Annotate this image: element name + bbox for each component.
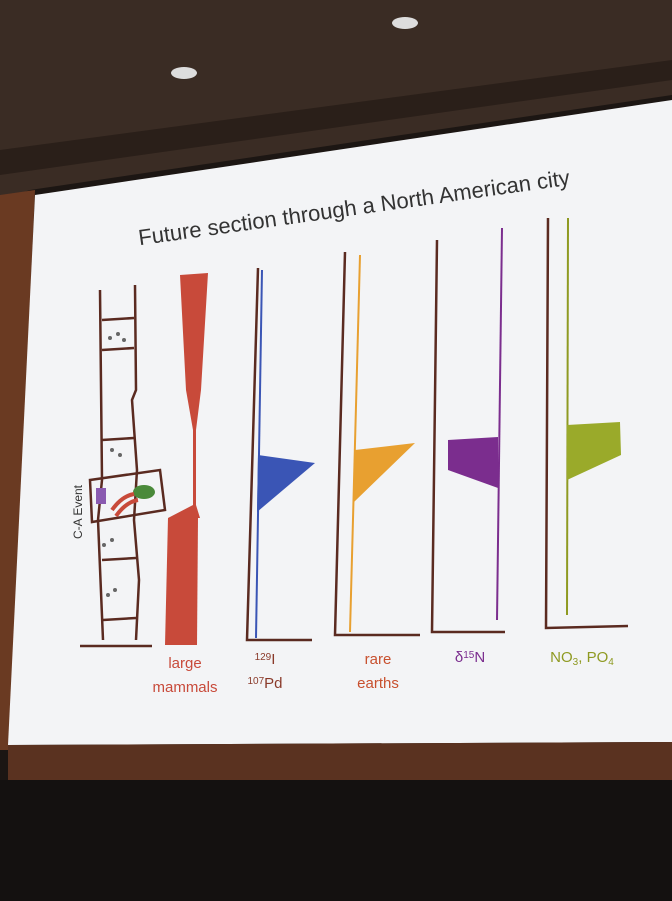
column-label: δ15N [455, 649, 485, 666]
label-part: PO [582, 649, 608, 666]
label-part: 107 [247, 676, 264, 687]
label-part: NO [550, 649, 573, 666]
nitrogen-line [496, 227, 503, 621]
label-part: 4 [608, 657, 614, 668]
stage-wall [8, 742, 672, 790]
ceiling-light [171, 67, 197, 79]
iodine-peak [257, 455, 315, 512]
car-icon [133, 485, 155, 499]
nutrient-peak [567, 422, 621, 480]
wall [0, 190, 35, 750]
pipe-icon [110, 492, 139, 518]
strata-debris [102, 332, 126, 597]
label-part: 15 [463, 650, 475, 661]
label-part: 3 [573, 657, 579, 668]
iodine-line [255, 269, 263, 639]
label-part: Pd [264, 675, 282, 692]
rare-earth-line [349, 254, 361, 633]
nutrient-line [566, 217, 569, 616]
rare-earth-peak [354, 443, 415, 502]
column-label: 129I [255, 651, 276, 668]
column-label: earths [357, 675, 399, 692]
label-part: N [474, 649, 485, 666]
nitrogen-peak [448, 437, 498, 488]
ceiling-light [392, 17, 418, 29]
car-icon [96, 488, 106, 504]
mammal-bar [168, 273, 208, 518]
column-label: rare [365, 651, 392, 668]
label-part: rare [365, 651, 392, 668]
column-label: 107Pd [247, 675, 282, 692]
proxy-axes [245, 217, 629, 642]
label-part: I [271, 651, 275, 668]
label-part: earths [357, 675, 399, 692]
ceiling-beam [0, 60, 672, 175]
event-label: C-A Event [71, 484, 85, 539]
column-label: mammals [152, 679, 217, 696]
label-part: mammals [152, 679, 217, 696]
label-part: , [578, 649, 582, 666]
mammal-bar [165, 518, 198, 645]
label-part: δ [455, 649, 463, 666]
label-part: 129 [255, 652, 272, 663]
label-part: large [168, 655, 201, 672]
stage [0, 780, 672, 901]
column-label: NO3, PO4 [550, 649, 614, 668]
column-label: large [168, 655, 201, 672]
